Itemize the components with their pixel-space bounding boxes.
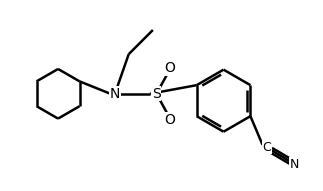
Text: S: S <box>152 87 161 101</box>
Text: N: N <box>110 87 120 101</box>
Text: O: O <box>165 113 176 127</box>
Text: C: C <box>262 141 271 154</box>
Text: N: N <box>289 158 299 171</box>
Text: O: O <box>165 61 176 75</box>
